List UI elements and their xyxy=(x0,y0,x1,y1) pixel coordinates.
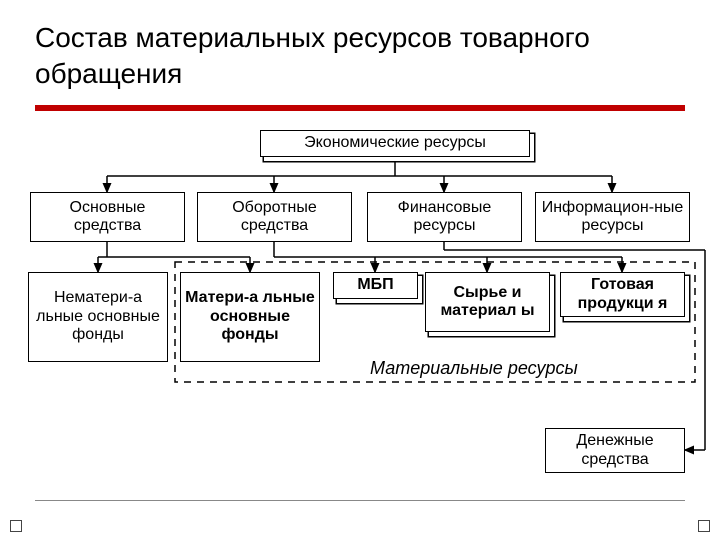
accent-bar xyxy=(35,105,685,111)
node-intangible-fixed: Нематери-а льные основные фонды xyxy=(28,272,168,362)
group-label-material-resources: Материальные ресурсы xyxy=(370,358,578,379)
node-tangible-fixed: Матери-а льные основные фонды xyxy=(180,272,320,362)
footer-line xyxy=(35,500,685,501)
slide-title: Состав материальных ресурсов товарного о… xyxy=(35,20,720,93)
node-finished-goods: Готовая продукци я xyxy=(560,272,685,317)
node-root: Экономические ресурсы xyxy=(260,130,530,157)
node-working-capital: Оборотные средства xyxy=(197,192,352,242)
node-mbp: МБП xyxy=(333,272,418,299)
node-money: Денежные средства xyxy=(545,428,685,473)
footer-square-left xyxy=(10,520,22,532)
node-financial: Финансовые ресурсы xyxy=(367,192,522,242)
node-informational: Информацион-ные ресурсы xyxy=(535,192,690,242)
node-fixed-assets: Основные средства xyxy=(30,192,185,242)
footer-square-right xyxy=(698,520,710,532)
node-raw-materials: Сырье и материал ы xyxy=(425,272,550,332)
